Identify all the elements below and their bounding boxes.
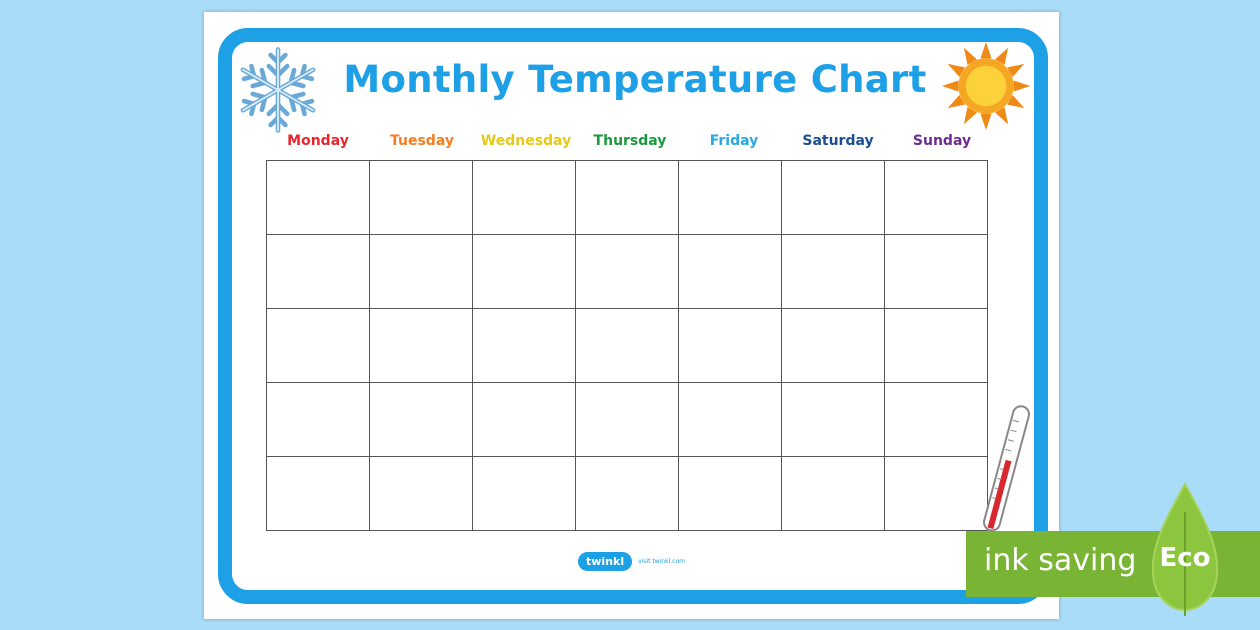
grid-cell (266, 382, 370, 457)
grid-row (266, 308, 988, 383)
grid-cell (472, 234, 576, 309)
twinkl-brand: twinkl (578, 551, 633, 571)
grid-cell (369, 382, 473, 457)
grid-cell (884, 456, 988, 531)
day-header-tuesday: Tuesday (370, 133, 474, 149)
grid-row (266, 160, 988, 235)
page-title: Monthly Temperature Chart (343, 58, 927, 101)
twinkl-url: visit twinkl.com (638, 557, 685, 565)
twinkl-logo: twinkl visit twinkl.com (578, 549, 685, 573)
thermometer-icon (982, 405, 1030, 532)
day-label: Monday (287, 133, 349, 149)
grid-cell (266, 160, 370, 235)
grid-row (266, 456, 988, 531)
grid-cell (472, 308, 576, 383)
snowflake-icon (232, 47, 324, 140)
grid-row (266, 382, 988, 457)
grid-cell (369, 308, 473, 383)
grid-cell (575, 234, 679, 309)
grid-cell (678, 456, 782, 531)
temperature-grid (266, 160, 988, 531)
grid-cell (884, 382, 988, 457)
day-header-wednesday: Wednesday (474, 133, 578, 149)
grid-cell (472, 160, 576, 235)
day-label: Sunday (912, 133, 972, 149)
day-label: Tuesday (390, 133, 454, 149)
grid-cell (575, 308, 679, 383)
grid-cell (575, 160, 679, 235)
eco-label: Eco (1159, 543, 1211, 573)
grid-cell (369, 160, 473, 235)
day-header-saturday: Saturday (786, 133, 890, 149)
day-header-monday: Monday (266, 133, 370, 149)
grid-cell (369, 234, 473, 309)
grid-cell (266, 234, 370, 309)
ink-saving-label: ink saving (984, 543, 1137, 578)
grid-cell (678, 308, 782, 383)
grid-cell (781, 456, 885, 531)
grid-cell (781, 234, 885, 309)
grid-cell (472, 456, 576, 531)
leaf-icon (1151, 482, 1219, 616)
grid-cell (678, 234, 782, 309)
day-label: Friday (709, 133, 759, 149)
grid-cell (884, 308, 988, 383)
grid-cell (472, 382, 576, 457)
grid-cell (884, 160, 988, 235)
grid-cell (266, 308, 370, 383)
grid-cell (369, 456, 473, 531)
grid-cell (575, 456, 679, 531)
day-label: Thursday (593, 133, 667, 149)
grid-cell (266, 456, 370, 531)
grid-cell (781, 160, 885, 235)
day-header-sunday: Sunday (890, 133, 994, 149)
grid-row (266, 234, 988, 309)
grid-cell (781, 308, 885, 383)
day-header-thursday: Thursday (578, 133, 682, 149)
grid-cell (884, 234, 988, 309)
sun-icon (941, 41, 1031, 131)
day-label: Wednesday (480, 133, 572, 149)
day-header-friday: Friday (682, 133, 786, 149)
grid-cell (678, 382, 782, 457)
grid-cell (678, 160, 782, 235)
grid-cell (781, 382, 885, 457)
day-label: Saturday (802, 133, 874, 149)
grid-cell (575, 382, 679, 457)
